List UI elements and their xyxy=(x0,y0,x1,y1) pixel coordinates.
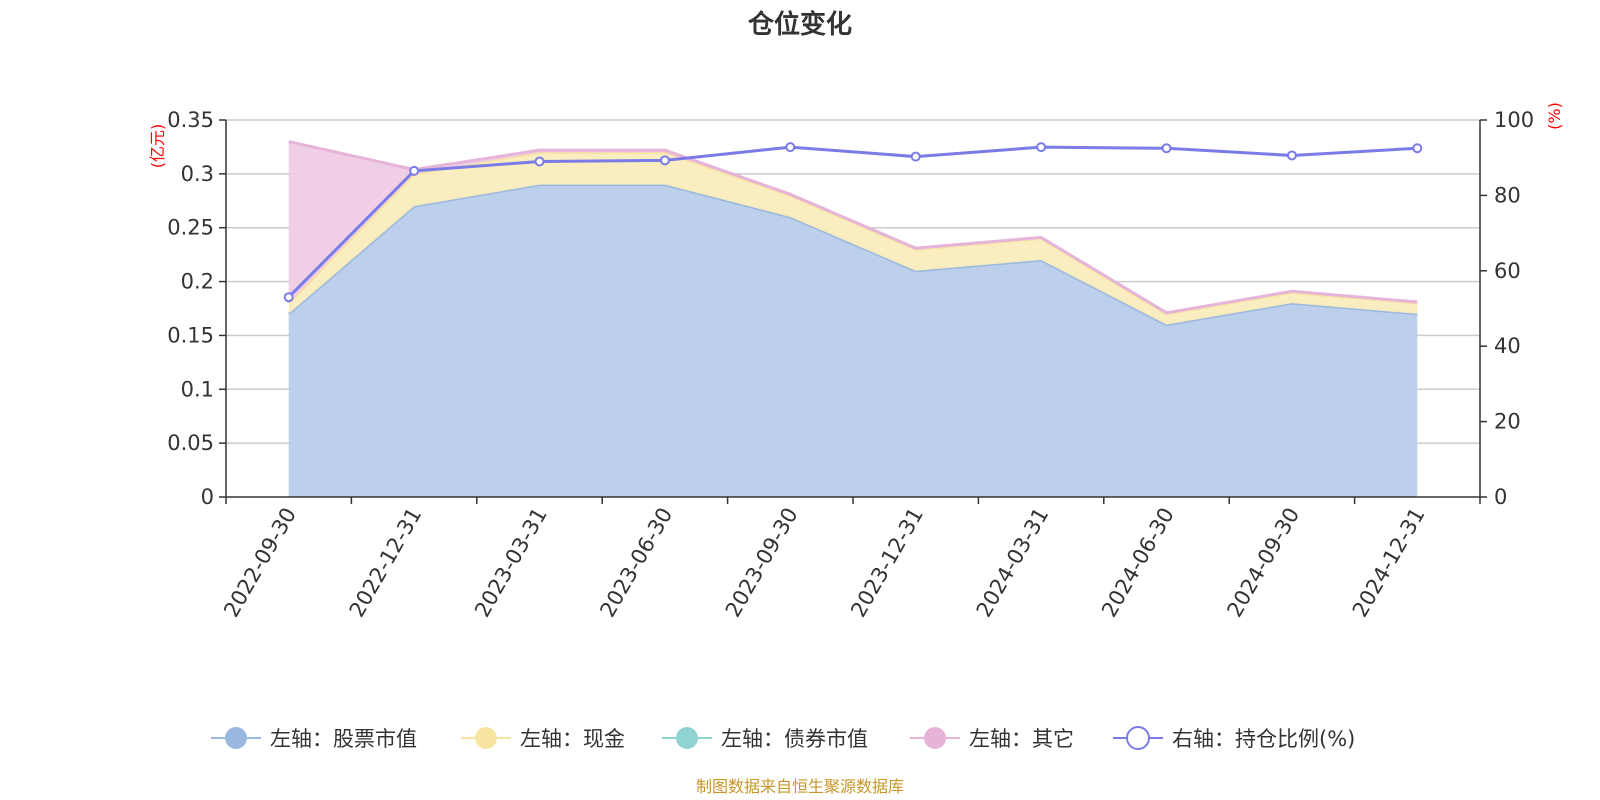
right-axis-unit: (%) xyxy=(1545,102,1564,130)
x-axis-tick-label: 2022-09-30 xyxy=(219,504,301,622)
left-axis-tick-label: 0.3 xyxy=(181,162,214,186)
ratio-line-series xyxy=(283,142,1423,303)
ratio-point xyxy=(283,292,294,303)
left-axis-tick-label: 0.1 xyxy=(181,377,214,401)
left-axis-tick-label: 0 xyxy=(201,485,214,509)
ratio-point xyxy=(1286,150,1297,161)
area-fill-series-0 xyxy=(288,184,1418,497)
legend-marker-3 xyxy=(924,727,946,749)
left-axis-tick-label: 0.05 xyxy=(167,431,214,455)
ratio-point xyxy=(785,142,796,153)
ratio-point xyxy=(910,151,921,162)
legend-marker-2 xyxy=(676,727,698,749)
x-axis-tick-label: 2024-09-30 xyxy=(1222,504,1304,622)
right-axis-tick-label: 20 xyxy=(1494,410,1521,434)
x-axis-tick-label: 2023-06-30 xyxy=(595,504,677,622)
ratio-point xyxy=(1161,143,1172,154)
legend: 左轴：股票市值 左轴：现金 左轴：债券市值 左轴：其它 右轴：持仓比例(%) xyxy=(211,726,1355,751)
legend-label-0: 左轴：股票市值 xyxy=(270,727,417,751)
area-fill-series-1 xyxy=(288,152,1418,325)
right-axis-tick-label: 100 xyxy=(1494,108,1534,132)
left-axis-unit: (亿元) xyxy=(148,124,167,169)
right-axis-tick-label: 80 xyxy=(1494,183,1521,207)
legend-label-1: 左轴：现金 xyxy=(520,727,625,751)
ratio-point xyxy=(409,165,420,176)
legend-marker-1 xyxy=(475,727,497,749)
legend-label-4: 右轴：持仓比例(%) xyxy=(1172,727,1355,751)
left-axis-tick-label: 0.15 xyxy=(167,323,214,347)
left-axis-tick-label: 0.25 xyxy=(167,216,214,240)
legend-marker-0 xyxy=(225,727,247,749)
right-axis-tick-label: 0 xyxy=(1494,485,1507,509)
x-axis-tick-label: 2023-09-30 xyxy=(721,504,803,622)
legend-marker-4 xyxy=(1126,726,1150,750)
right-axis-tick-label: 60 xyxy=(1494,259,1521,283)
legend-label-3: 左轴：其它 xyxy=(969,727,1074,751)
x-axis-tick-label: 2022-12-31 xyxy=(345,503,427,621)
right-axis-tick-label: 40 xyxy=(1494,334,1521,358)
area-line-series-3 xyxy=(288,140,1418,315)
ratio-line xyxy=(287,145,1418,299)
ratio-point xyxy=(659,155,670,166)
x-axis-tick-label: 2024-06-30 xyxy=(1097,504,1179,622)
ratio-point xyxy=(534,156,545,167)
left-axis-tick-label: 0.2 xyxy=(181,270,214,294)
legend-label-2: 左轴：债券市值 xyxy=(721,727,868,751)
chart-title: 仓位变化 xyxy=(747,9,852,40)
ratio-point xyxy=(1412,143,1423,154)
left-axis-tick-label: 0.35 xyxy=(167,108,214,132)
ratio-point xyxy=(1036,142,1047,153)
data-source-note: 制图数据来自恒生聚源数据库 xyxy=(696,777,904,796)
x-axis-tick-label: 2023-12-31 xyxy=(846,503,928,621)
x-axis-tick-label: 2024-12-31 xyxy=(1348,504,1430,622)
x-axis-tick-label: 2023-03-31 xyxy=(470,504,552,622)
x-axis-tick-label: 2024-03-31 xyxy=(972,504,1054,622)
area-series xyxy=(287,140,1418,497)
